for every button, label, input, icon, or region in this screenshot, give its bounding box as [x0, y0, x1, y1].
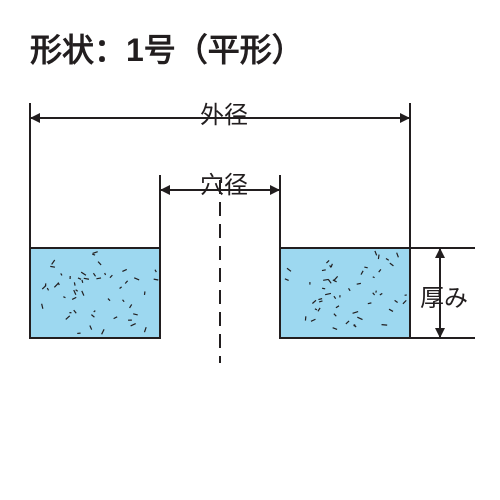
thickness-label: 厚み — [420, 278, 468, 313]
hole-diameter-label: 穴径 — [200, 165, 248, 200]
diagram-svg — [0, 0, 500, 500]
outer-diameter-label: 外径 — [200, 95, 248, 130]
